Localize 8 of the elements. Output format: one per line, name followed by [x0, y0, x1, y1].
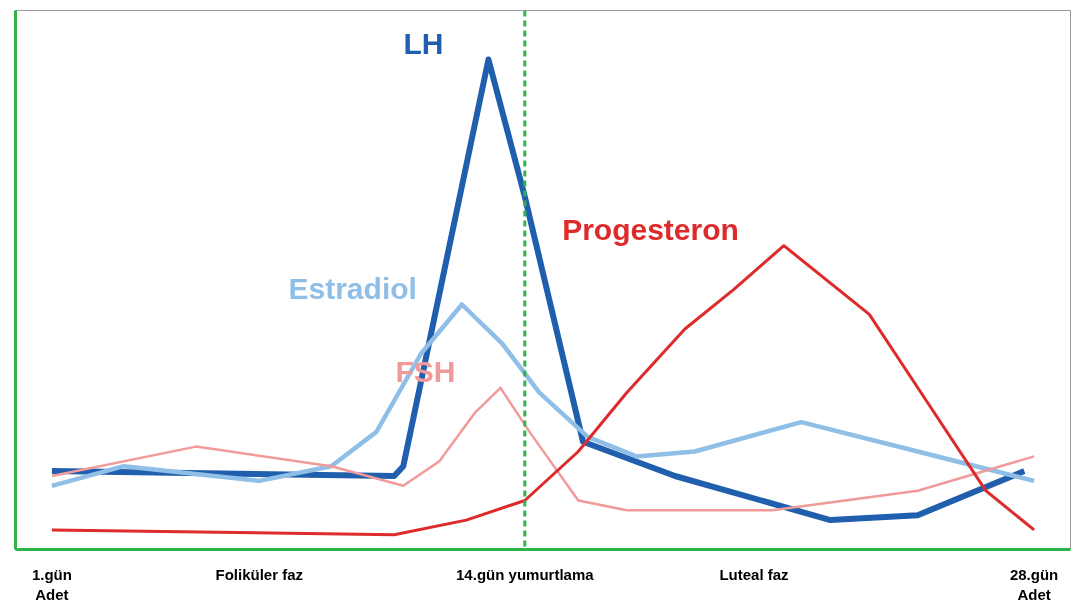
x-tick-label: 14.gün yumurtlama	[456, 565, 595, 583]
series-label: LH	[403, 26, 444, 60]
x-tick-label: Foliküler faz	[215, 565, 304, 583]
series-label: Estradiol	[288, 271, 417, 305]
series-label: Progesteron	[562, 212, 739, 246]
x-tick-label: 1.gün Adet	[31, 565, 72, 603]
x-tick-label: 28.gün Adet	[1009, 565, 1059, 603]
x-tick-label: Luteal faz	[719, 565, 789, 583]
